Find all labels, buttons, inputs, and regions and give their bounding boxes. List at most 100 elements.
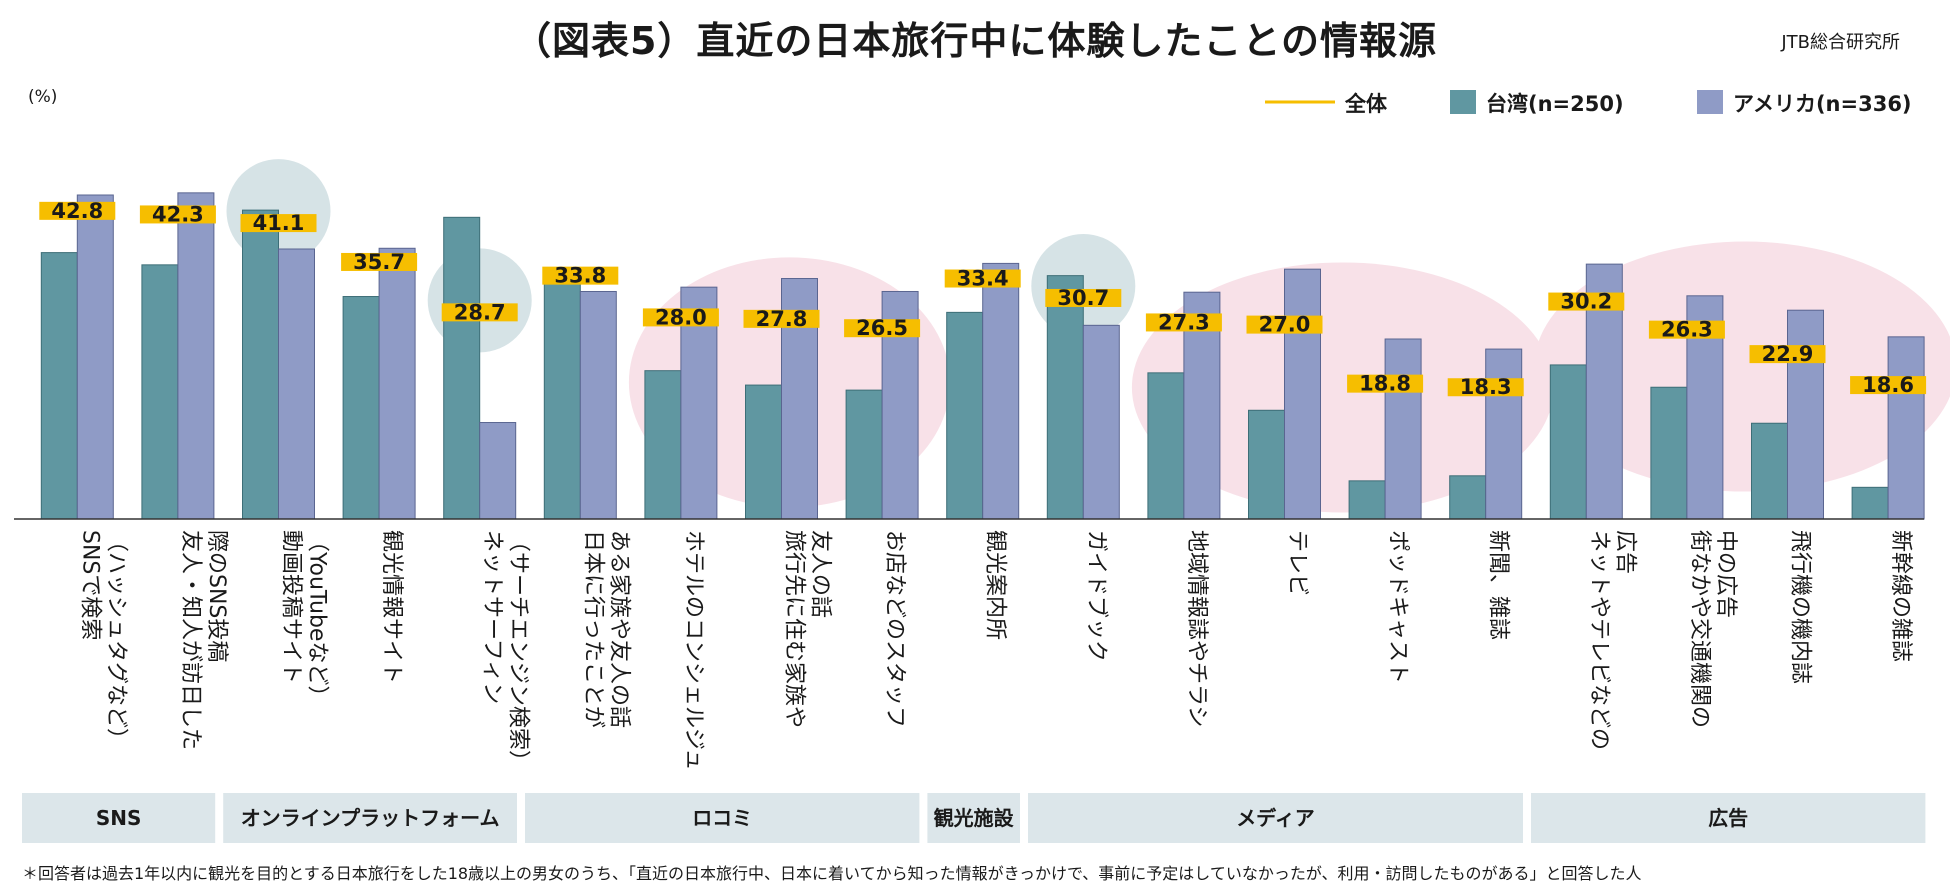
category-label-line: 友人の話: [808, 530, 833, 618]
highlight-ellipse: [1534, 241, 1950, 492]
bar-taiwan: [40, 252, 78, 520]
category-label-line: お店などのスタッフ: [882, 530, 907, 728]
bar-taiwan: [946, 311, 984, 520]
group-band: [1531, 793, 1926, 843]
total-value-label: 26.5: [856, 316, 908, 340]
total-value-label: 42.3: [152, 202, 204, 226]
total-marker: [39, 201, 116, 220]
footnote: ＊回答者は過去1年以内に観光を目的とする日本旅行をした18歳以上の男女のうち、「…: [22, 864, 1642, 883]
category-label: 新幹線の雑誌: [1888, 530, 1913, 662]
category-label: 地域情報誌やチラシ: [1184, 530, 1209, 728]
category-label-line: 街なかや交通機関の: [1687, 530, 1712, 728]
total-marker: [1648, 320, 1725, 339]
legend-swatch: [1450, 90, 1476, 114]
bar-usa: [479, 422, 517, 520]
group-band: [1028, 793, 1523, 843]
bar-usa: [177, 192, 215, 520]
bar-taiwan: [644, 370, 682, 520]
category-label-line: 中の広告: [1713, 530, 1738, 618]
category-label: ネットサーフィン （サーチエンジン検索）: [480, 530, 531, 772]
bar-taiwan: [745, 384, 782, 520]
bar-usa: [1284, 268, 1321, 520]
y-unit-label: (%): [28, 87, 57, 107]
category-label-line: （ハッシュタグなど）: [103, 530, 128, 750]
legend-swatch: [1697, 90, 1723, 114]
category-label: ネットやテレビなどの 広告: [1586, 530, 1637, 750]
category-label: 街なかや交通機関の 中の広告: [1687, 530, 1738, 728]
source-label: JTB総合研究所: [1781, 32, 1900, 53]
highlight-ellipse: [1131, 262, 1554, 513]
total-marker: [1850, 376, 1927, 395]
legend-label: アメリカ(n=336): [1733, 92, 1912, 116]
total-value-label: 27.0: [1259, 313, 1311, 337]
total-value-label: 22.9: [1762, 342, 1814, 366]
category-label-line: （サーチエンジン検索）: [506, 530, 531, 772]
bar-usa: [278, 248, 315, 520]
total-value-label: 30.2: [1560, 290, 1612, 314]
group-label: メディア: [1236, 806, 1315, 830]
category-label-line: 観光情報サイト: [379, 530, 404, 684]
group-label: 広告: [1708, 806, 1748, 830]
bar-usa: [1787, 309, 1824, 520]
category-label-line: 旅行先に住む家族や: [782, 530, 807, 728]
category-label-line: ガイドブック: [1083, 530, 1108, 662]
category-label: 観光情報サイト: [379, 530, 404, 684]
total-marker: [743, 309, 820, 328]
category-label-line: テレビ: [1285, 530, 1310, 596]
total-marker: [1749, 345, 1826, 364]
category-label: お店などのスタッフ: [882, 530, 907, 728]
bar-taiwan: [242, 209, 279, 520]
group-band: [223, 793, 517, 843]
total-value-label: 28.0: [655, 305, 707, 329]
category-label-line: ネットやテレビなどの: [1586, 530, 1611, 750]
group-band: [22, 793, 216, 843]
bar-taiwan: [543, 269, 581, 520]
legend-label: 台湾(n=250): [1486, 92, 1624, 116]
bar-taiwan: [342, 296, 380, 520]
category-label: 日本に行ったことが ある家族や友人の話: [580, 530, 631, 728]
total-value-label: 27.3: [1158, 310, 1210, 334]
bar-taiwan: [1751, 422, 1788, 520]
bar-taiwan: [845, 389, 883, 520]
category-label-line: （YouTubeなど）: [305, 530, 330, 707]
category-label: ホテルのコンシェルジュ: [681, 530, 706, 770]
category-label: 飛行機の機内誌: [1788, 530, 1813, 684]
total-value-label: 18.6: [1862, 373, 1914, 397]
total-marker: [844, 319, 921, 338]
total-marker: [1045, 288, 1122, 307]
group-band: [525, 793, 920, 843]
bar-usa: [1887, 336, 1925, 520]
bar-taiwan: [1147, 372, 1185, 520]
bar-usa: [982, 262, 1020, 520]
category-label-line: 日本に行ったことが: [580, 530, 605, 728]
total-marker: [441, 303, 518, 322]
category-label: SNSで検索 （ハッシュタグなど）: [77, 530, 128, 750]
bar-usa: [1384, 338, 1422, 520]
total-marker: [1447, 378, 1524, 397]
bar-usa: [76, 194, 114, 520]
group-band: [927, 793, 1020, 843]
bar-taiwan: [141, 264, 179, 520]
total-marker: [1246, 315, 1323, 334]
group-label: SNS: [96, 806, 142, 830]
group-label: ロコミ: [692, 806, 752, 830]
category-label-line: ホテルのコンシェルジュ: [681, 530, 706, 770]
total-value-label: 42.8: [51, 199, 103, 223]
category-label-line: 広告: [1612, 530, 1637, 574]
bar-usa: [1082, 324, 1120, 520]
total-value-label: 18.3: [1460, 375, 1512, 399]
category-label: 動画投稿サイト （YouTubeなど）: [279, 530, 330, 707]
total-marker: [240, 214, 317, 233]
category-label-line: 飛行機の機内誌: [1788, 530, 1813, 684]
bar-taiwan: [443, 216, 481, 520]
category-label-line: 新聞、雑誌: [1486, 530, 1511, 640]
total-marker: [139, 205, 216, 224]
total-marker: [341, 252, 418, 271]
bar-taiwan: [1650, 386, 1688, 520]
category-label-line: 新幹線の雑誌: [1888, 530, 1913, 662]
category-label: ガイドブック: [1083, 530, 1108, 662]
total-value-label: 18.8: [1359, 372, 1411, 396]
total-value-label: 35.7: [353, 250, 405, 274]
total-marker: [542, 266, 619, 285]
legend: 全体 台湾(n=250) アメリカ(n=336): [1265, 90, 1912, 116]
